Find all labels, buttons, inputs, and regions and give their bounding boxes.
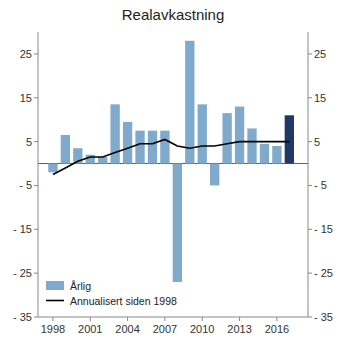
y2-tick-label: 15 [314, 92, 326, 104]
x-tick-label: 2007 [153, 323, 177, 335]
title: Realavkastning [122, 6, 225, 23]
bar [185, 41, 194, 164]
legend-label: Annualisert siden 1998 [70, 295, 177, 307]
y-tick [34, 141, 38, 142]
y-tick [34, 229, 38, 230]
legend-line [46, 300, 64, 302]
bar [135, 131, 144, 164]
x-tick [202, 317, 203, 321]
x-tick [52, 317, 53, 321]
bar [110, 104, 119, 163]
y-tick-label: - 15 [13, 223, 32, 235]
x-tick-label: 1998 [41, 323, 65, 335]
y2-tick-label: - 25 [314, 267, 333, 279]
bar [235, 107, 244, 164]
bar [148, 131, 157, 164]
y-tick [34, 53, 38, 54]
x-tick-label: 2010 [190, 323, 214, 335]
bar [260, 144, 269, 164]
y2-tick-label: - 35 [314, 311, 333, 323]
y-tick [34, 317, 38, 318]
x-tick-label: 2001 [78, 323, 102, 335]
bar [272, 146, 281, 164]
y-axis-line [38, 32, 39, 317]
bar [247, 128, 256, 163]
y2-tick-label: - 5 [314, 179, 327, 191]
y2-tick [308, 141, 312, 142]
y2-tick [308, 229, 312, 230]
x-tick [127, 317, 128, 321]
bar [285, 115, 294, 163]
y2-tick [308, 317, 312, 318]
y2-tick-label: 5 [314, 136, 320, 148]
plot-area [38, 41, 308, 282]
y2-tick [308, 185, 312, 186]
bar [222, 113, 231, 163]
legend-label: Årlig [70, 280, 91, 292]
bar [210, 164, 219, 186]
x-tick [276, 317, 277, 321]
y-tick-label: 25 [20, 48, 32, 60]
bar [61, 135, 70, 164]
x-tick-label: 2013 [227, 323, 251, 335]
y2-tick-label: - 15 [314, 223, 333, 235]
bar [198, 104, 207, 163]
y2-tick [308, 273, 312, 274]
x-tick-label: 2004 [115, 323, 139, 335]
bar [160, 131, 169, 164]
line [53, 139, 289, 174]
y2-axis-line [308, 32, 309, 317]
bar [123, 122, 132, 164]
y-tick-label: - 35 [13, 311, 32, 323]
bar [173, 164, 182, 282]
legend: Årlig Annualisert siden 1998 [46, 280, 177, 307]
y2-tick-label: 25 [314, 48, 326, 60]
x-tick [164, 317, 165, 321]
legend-swatch [46, 281, 64, 290]
y-tick [34, 97, 38, 98]
x-axis-line [38, 317, 308, 318]
y2-tick [308, 97, 312, 98]
y-tick [34, 185, 38, 186]
x-tick-label: 2016 [265, 323, 289, 335]
bar [48, 164, 57, 173]
bar [98, 157, 107, 164]
x-tick [239, 317, 240, 321]
chart: Realavkastning 1998 2001 2004 2007 2010 2013 20… [0, 0, 346, 341]
y-tick-label: - 25 [13, 267, 32, 279]
y-tick-label: - 5 [19, 179, 32, 191]
bar [86, 155, 95, 164]
y-tick-label: 15 [20, 92, 32, 104]
y-tick-label: 5 [26, 136, 32, 148]
x-tick [90, 317, 91, 321]
y2-tick [308, 53, 312, 54]
y-tick [34, 273, 38, 274]
